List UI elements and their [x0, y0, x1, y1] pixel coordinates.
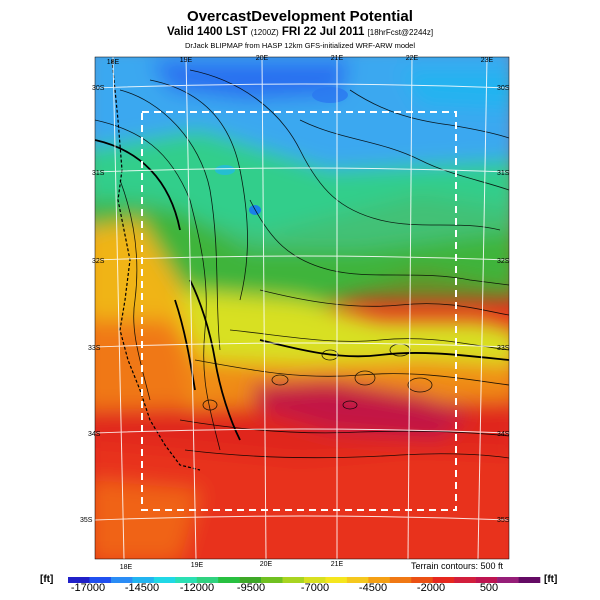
lon-tick-top: 18E [107, 59, 120, 66]
lat-tick-right: 34S [497, 431, 510, 438]
terrain-contours-note: Terrain contours: 500 ft [411, 561, 504, 571]
colorbar-swatch [239, 577, 262, 583]
model-credit: DrJack BLIPMAP from HASP 12km GFS-initia… [184, 41, 416, 50]
lon-ticks-bottom: 18E 19E 20E 21E [120, 561, 344, 571]
colorbar-swatch [475, 577, 498, 583]
lat-tick-right: 30S [497, 85, 510, 92]
chart-subtitle: Valid 1400 LST (1200Z) FRI 22 Jul 2011 [… [0, 26, 600, 38]
utc-time: (1200Z) [250, 28, 279, 37]
lat-tick-left: 34S [88, 431, 101, 438]
overcast-field [95, 57, 509, 559]
lat-tick-left: 35S [80, 517, 93, 524]
lon-tick-bottom: 20E [260, 561, 273, 568]
colorbar-swatch [518, 577, 541, 583]
colorbar-swatch [368, 577, 391, 583]
lon-tick-top: 22E [406, 55, 419, 62]
colorbar-swatch [261, 577, 283, 583]
colorbar-label: 500 [480, 582, 498, 594]
lat-tick-right: 31S [497, 170, 510, 177]
colorbar-swatch [196, 577, 219, 583]
lon-ticks-top: 18E 19E 20E 21E 22E 23E [107, 55, 494, 66]
colorbar-label: -17000 [71, 582, 105, 594]
colorbar-label: -9500 [237, 582, 265, 594]
colorbar-swatch [454, 577, 476, 583]
colorbar-swatch [389, 577, 412, 583]
forecast-hours: [18hrFcst@2244z] [367, 28, 434, 37]
colorbar-label: -7000 [301, 582, 329, 594]
colorbar-swatch [68, 577, 90, 583]
lat-lon-grid [94, 56, 510, 560]
colorbar-swatch [432, 577, 455, 583]
colorbar-swatch [304, 577, 326, 583]
lat-ticks-right: 30S 31S 32S 33S 34S 35S [497, 85, 510, 524]
colorbar-label: -4500 [359, 582, 387, 594]
lon-tick-bottom: 19E [191, 562, 204, 569]
chart-title: OvercastDevelopment Potential [187, 8, 413, 25]
lat-tick-left: 33S [88, 345, 101, 352]
lat-tick-left: 32S [92, 258, 105, 265]
colorbar-labels: -17000 -14500 -12000 -9500 -7000 -4500 -… [71, 582, 498, 594]
lat-tick-right: 35S [497, 517, 510, 524]
colorbar-swatch [175, 577, 198, 583]
colorbar-swatch [346, 577, 369, 583]
colorbar-label: -2000 [417, 582, 445, 594]
lon-tick-top: 21E [331, 55, 344, 62]
colorbar-swatch [497, 577, 519, 583]
colorbar-label: -14500 [125, 582, 159, 594]
lat-tick-left: 30S [92, 85, 105, 92]
colorbar-swatch [132, 577, 155, 583]
inner-domain-box [141, 111, 457, 511]
lat-ticks-left: 30S 31S 32S 33S 34S 35S [80, 85, 105, 524]
lat-tick-left: 31S [92, 170, 105, 177]
colorbar-swatch [110, 577, 133, 583]
lon-tick-bottom: 18E [120, 564, 133, 571]
colorbar-label: -12000 [180, 582, 214, 594]
lon-tick-top: 20E [256, 55, 269, 62]
lon-tick-bottom: 21E [331, 561, 344, 568]
lon-tick-top: 19E [180, 57, 193, 64]
colorbar-swatch [218, 577, 240, 583]
colorbar-unit-left: [ft] [40, 574, 54, 585]
colorbar-swatch [282, 577, 305, 583]
colorbar-swatch [325, 577, 348, 583]
colorbar [68, 577, 541, 583]
lat-tick-right: 32S [497, 258, 510, 265]
lat-tick-right: 33S [497, 345, 510, 352]
map-frame [94, 56, 510, 560]
colorbar-swatch [89, 577, 112, 583]
colorbar-unit-right: [ft] [544, 574, 558, 585]
colorbar-swatch [153, 577, 176, 583]
valid-time: Valid 1400 LST [166, 26, 248, 38]
colorbar-swatch [411, 577, 434, 583]
lon-tick-top: 23E [481, 57, 494, 64]
forecast-date: FRI 22 Jul 2011 [281, 26, 365, 38]
